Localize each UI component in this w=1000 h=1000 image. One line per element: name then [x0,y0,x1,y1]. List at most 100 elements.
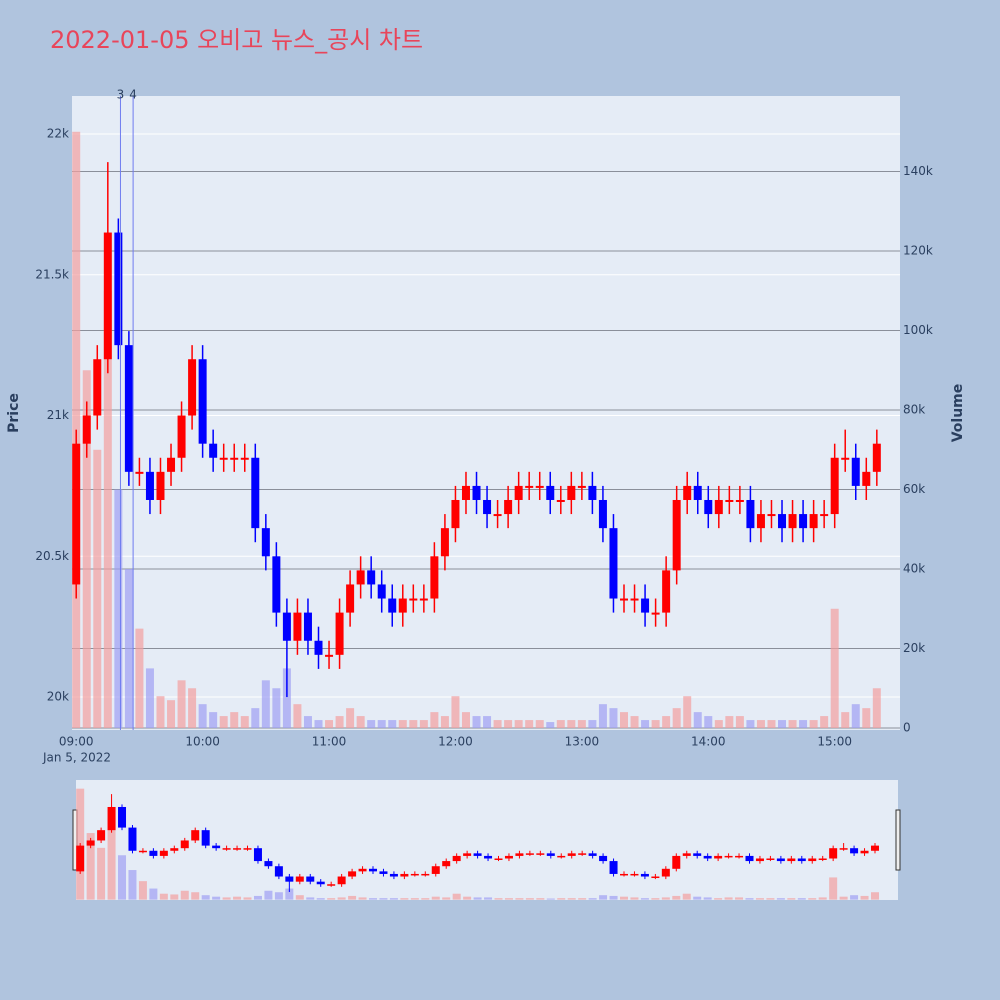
volume-bar [93,449,102,729]
candle-body [251,457,260,529]
slider-volume-bar [233,896,242,900]
candle-body [809,514,818,529]
volume-bar [725,716,734,729]
slider-volume-bar [860,895,869,900]
volume-bar [472,716,481,729]
volume-bar [398,720,407,729]
slider-volume-bar [306,897,315,900]
y-tick-label: 20k [47,690,69,704]
slider-candle-body [316,881,325,885]
candle-body [662,570,671,613]
volume-bar [493,720,502,729]
range-slider[interactable] [76,780,898,900]
volume-bar [346,708,355,729]
candle-body [651,612,660,615]
x-tick-label: 14:00 [691,735,726,749]
volume-bar [630,716,639,729]
candle-body [430,556,439,599]
volume-bar [714,720,723,729]
volume-bar [135,628,144,729]
volume-bar [388,720,397,729]
slider-candle-body [358,868,367,872]
slider-volume-bar [452,893,461,900]
candle-body [188,359,197,416]
volume-bar [672,708,681,729]
slider-volume-bar [180,890,189,900]
slider-candle-body [285,876,294,882]
volume-bar [851,704,860,729]
slider-volume-bar [191,892,200,900]
volume-bar [188,688,197,729]
slider-candle-body [442,861,451,867]
volume-bar [261,680,270,729]
candle-body [325,654,334,657]
volume-bar [114,489,123,729]
slider-candle-body [651,876,660,879]
slider-volume-bar [515,898,524,900]
candle-body [303,612,312,641]
slider-volume-bar [86,833,95,900]
slider-volume-bar [212,896,221,900]
x-tick-label: 09:00 [59,735,94,749]
slider-candle-body [295,876,304,882]
volume-bar [303,716,312,729]
candle-body [767,514,776,517]
slider-volume-bar [724,897,733,900]
volume-bar [872,688,881,729]
volume-bar [693,712,702,729]
slider-candle-body [578,853,587,855]
candle-body [735,499,744,502]
slider-volume-bar [421,898,430,900]
candle-body [409,598,418,601]
slider-volume-bar [620,896,628,900]
slider-candle-body [327,884,336,886]
candle-body [535,485,544,488]
volume-bar [451,696,460,729]
range-handle[interactable] [895,809,901,871]
chart-title: 2022-01-05 오비고 뉴스_공시 차트 [50,26,423,54]
candle-body [335,612,344,655]
volume-bar [809,720,818,729]
candle-body [746,499,755,529]
slider-candle-body [703,855,712,859]
volume-bar [662,716,671,729]
candle-body [377,584,386,599]
slider-volume-bar [818,897,827,900]
slider-candle-body [850,848,859,854]
y2-axis-title: Volume [950,384,966,443]
slider-volume-bar [400,898,409,900]
volume-bar [735,716,744,729]
candle-body [135,471,144,474]
slider-candle-body [421,873,430,876]
slider-volume-bar [787,898,796,900]
volume-bar [293,704,302,729]
slider-candle-body [745,855,754,862]
slider-candle-body [588,853,597,856]
slider-candle-body [860,850,869,854]
slider-candle-body [504,855,513,859]
volume-bar [314,720,323,729]
slider-volume-bar [776,898,785,900]
slider-volume-bar [766,898,775,900]
volume-bar [788,720,797,729]
candle-body [546,485,555,500]
volume-bar [167,700,176,729]
candle-body [198,359,207,444]
slider-candle-body [693,853,702,856]
slider-volume-bar [118,855,127,900]
volume-bar [756,720,765,729]
slider-volume-bar [630,897,639,900]
candle-body [620,598,628,601]
x-tick-label: 12:00 [438,735,473,749]
candle-body [577,485,586,488]
candle-body [282,612,291,641]
slider-candle-body [306,876,315,882]
volume-bar [377,720,386,729]
slider-volume-bar [682,893,691,900]
candle-body [219,457,228,460]
slider-volume-bar [274,892,283,900]
candle-body [419,598,428,601]
volume-bar [546,722,555,729]
slider-candle-body [264,861,273,867]
candle-body [525,485,534,488]
